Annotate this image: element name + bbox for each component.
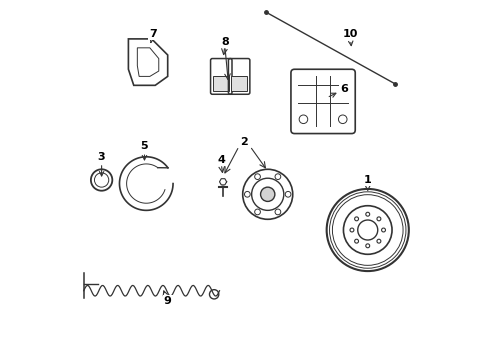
Text: 5: 5: [141, 141, 148, 160]
Bar: [231, 76, 246, 91]
Circle shape: [274, 209, 280, 215]
Circle shape: [285, 192, 290, 197]
Bar: [213, 76, 229, 91]
Circle shape: [254, 209, 260, 215]
Text: 9: 9: [163, 291, 171, 306]
Text: 4: 4: [217, 156, 225, 165]
Circle shape: [260, 187, 274, 202]
Text: 10: 10: [342, 28, 357, 46]
Text: 3: 3: [98, 152, 105, 176]
Circle shape: [254, 174, 260, 180]
Circle shape: [357, 220, 377, 240]
Circle shape: [274, 174, 280, 180]
Text: 6: 6: [328, 84, 348, 97]
Polygon shape: [219, 179, 226, 185]
Text: 7: 7: [149, 28, 157, 42]
Text: 1: 1: [363, 175, 371, 190]
Text: 8: 8: [221, 37, 228, 48]
Text: 2: 2: [240, 138, 248, 148]
Circle shape: [244, 192, 250, 197]
